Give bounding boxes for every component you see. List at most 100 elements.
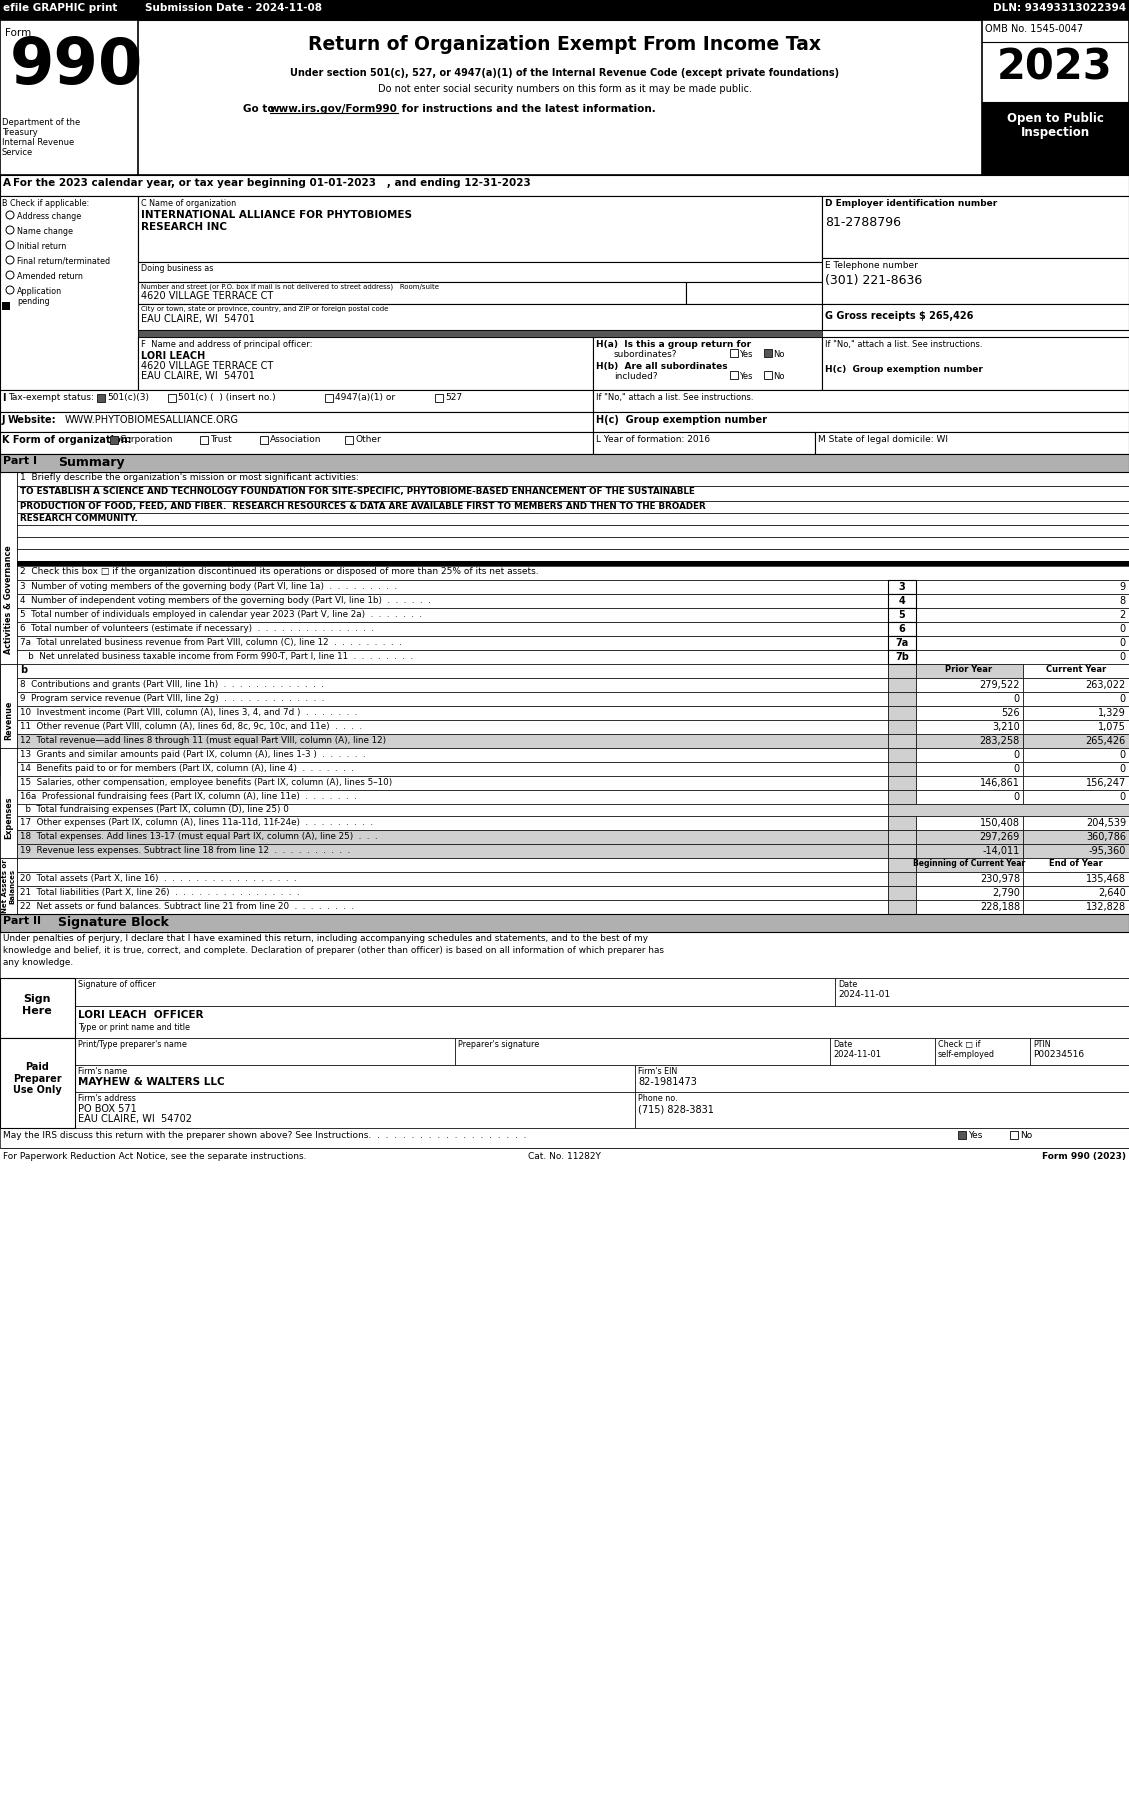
Bar [17,843,889,858]
Text: 2,790: 2,790 [992,888,1019,897]
Bar [916,663,1023,678]
Text: For Paperwork Reduction Act Notice, see the separate instructions.: For Paperwork Reduction Act Notice, see … [3,1151,306,1160]
Bar [17,858,889,872]
Bar [916,777,1023,789]
Text: 8  Contributions and grants (Part VIII, line 1h)  .  .  .  .  .  .  .  .  .  .  : 8 Contributions and grants (Part VIII, l… [20,679,324,688]
Text: 0: 0 [1014,750,1019,760]
Text: 0: 0 [1014,694,1019,705]
Bar [17,789,889,804]
Text: Amended return: Amended return [17,272,82,281]
Text: DLN: 93493313022394: DLN: 93493313022394 [992,4,1126,13]
Text: Summary: Summary [58,456,124,469]
Text: 2023: 2023 [997,47,1113,88]
Text: Doing business as: Doing business as [141,265,213,272]
Text: -14,011: -14,011 [982,845,1019,856]
Text: K Form of organization:: K Form of organization: [2,434,132,445]
Text: Activities & Governance: Activities & Governance [5,546,14,654]
Bar [111,436,117,443]
Bar [634,1092,1129,1128]
Text: Application: Application [17,287,62,296]
Text: 990: 990 [10,34,143,97]
Text: 204,539: 204,539 [1086,818,1126,827]
Text: 501(c)(3): 501(c)(3) [107,393,149,402]
Bar [916,636,1129,651]
Text: 14  Benefits paid to or for members (Part IX, column (A), line 4)  .  .  .  .  .: 14 Benefits paid to or for members (Part… [20,764,353,773]
Text: No: No [1019,1132,1032,1141]
Text: PTIN: PTIN [1033,1040,1051,1049]
Text: Trust: Trust [210,434,231,443]
Text: No: No [773,371,785,380]
Text: Yes: Yes [739,371,753,380]
Text: 0: 0 [1014,764,1019,775]
Text: 4947(a)(1) or: 4947(a)(1) or [335,393,395,402]
Text: 0: 0 [1120,750,1126,760]
Text: 9: 9 [1120,582,1126,593]
Bar [822,196,1129,258]
Bar [916,622,1129,636]
Bar [0,1038,75,1128]
Text: 21  Total liabilities (Part X, line 26)  .  .  .  .  .  .  .  .  .  .  .  .  .  : 21 Total liabilities (Part X, line 26) .… [20,888,299,897]
Text: Beginning of Current Year: Beginning of Current Year [913,860,1025,869]
Bar [17,748,889,762]
Bar [889,804,1129,816]
Text: 228,188: 228,188 [980,903,1019,912]
Bar [764,350,771,357]
Bar [889,789,916,804]
Bar [889,858,916,872]
Text: 13  Grants and similar amounts paid (Part IX, column (A), lines 1-3 )  .  .  .  : 13 Grants and similar amounts paid (Part… [20,750,366,759]
Bar [138,261,822,281]
Bar [889,678,916,692]
Text: 230,978: 230,978 [980,874,1019,885]
Bar [889,872,916,887]
Bar [916,831,1023,843]
Text: WWW.PHYTOBIOMESALLIANCE.ORG: WWW.PHYTOBIOMESALLIANCE.ORG [65,414,239,425]
Text: Under penalties of perjury, I declare that I have examined this return, includin: Under penalties of perjury, I declare th… [3,933,648,942]
Bar [889,843,916,858]
Text: Address change: Address change [17,213,81,222]
Bar [17,899,889,914]
Bar [889,663,916,678]
Text: 2: 2 [1120,611,1126,620]
Text: 2024-11-01: 2024-11-01 [833,1051,881,1060]
Bar [1023,777,1129,789]
Bar [830,1038,935,1065]
Text: 5  Total number of individuals employed in calendar year 2023 (Part V, line 2a) : 5 Total number of individuals employed i… [20,611,422,620]
Text: Form: Form [5,29,32,38]
Bar [959,1132,966,1139]
Bar [916,789,1023,804]
Bar [916,872,1023,887]
Text: included?: included? [614,371,657,380]
Bar [634,1065,1129,1092]
Text: b  Total fundraising expenses (Part IX, column (D), line 25) 0: b Total fundraising expenses (Part IX, c… [20,805,289,815]
Bar [1023,678,1129,692]
Bar [916,721,1023,733]
Text: Date: Date [833,1040,852,1049]
Bar [1010,1132,1018,1139]
Text: 10  Investment income (Part VIII, column (A), lines 3, 4, and 7d )  .  .  .  .  : 10 Investment income (Part VIII, column … [20,708,358,717]
Bar [0,978,75,1038]
Text: knowledge and belief, it is true, correct, and complete. Declaration of preparer: knowledge and belief, it is true, correc… [3,946,664,955]
Text: Website:: Website: [8,414,56,425]
Text: 0: 0 [1120,652,1126,661]
Bar [916,762,1023,777]
Text: D Employer identification number: D Employer identification number [825,198,997,207]
Bar [17,887,889,899]
Text: INTERNATIONAL ALLIANCE FOR PHYTOBIOMES: INTERNATIONAL ALLIANCE FOR PHYTOBIOMES [141,211,412,220]
Text: Cat. No. 11282Y: Cat. No. 11282Y [527,1151,601,1160]
Text: b: b [20,665,27,676]
Bar [110,436,119,443]
Bar [345,436,353,443]
Bar [916,858,1023,872]
Text: Yes: Yes [739,350,753,359]
Bar [593,337,822,389]
Bar [325,395,333,402]
Bar [17,831,889,843]
Text: If "No," attach a list. See instructions.: If "No," attach a list. See instructions… [596,393,753,402]
Text: Firm's EIN: Firm's EIN [638,1067,677,1076]
Text: H(b)  Are all subordinates: H(b) Are all subordinates [596,362,727,371]
Text: 1,329: 1,329 [1099,708,1126,717]
Text: 0: 0 [1120,638,1126,649]
Bar [0,914,1129,932]
Bar [17,537,1129,550]
Text: any knowledge.: any knowledge. [3,959,73,968]
